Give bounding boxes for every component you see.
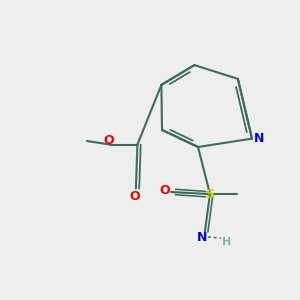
Text: N: N (197, 231, 208, 244)
Text: H: H (222, 237, 231, 247)
Text: O: O (103, 134, 114, 148)
Text: O: O (130, 190, 140, 203)
Text: O: O (159, 184, 170, 197)
Text: S: S (206, 188, 214, 201)
Text: N: N (254, 132, 265, 145)
